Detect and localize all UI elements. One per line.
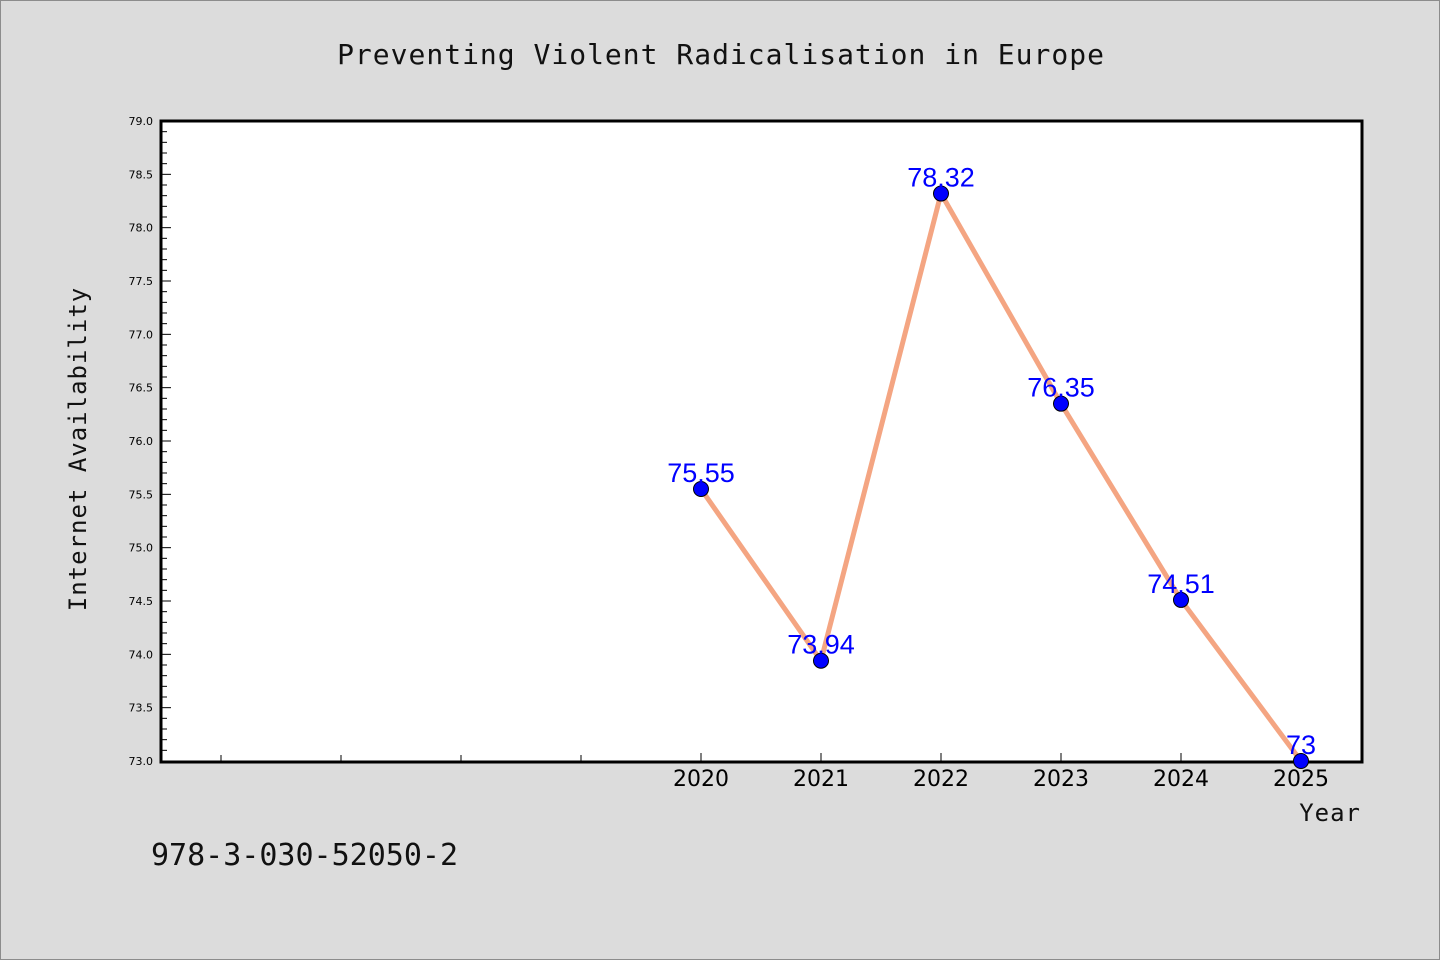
data-point (933, 185, 949, 202)
data-label: 74.51 (1147, 569, 1215, 599)
x-tick-label: 2025 (1273, 767, 1329, 792)
y-tick-label: 77.0 (129, 328, 154, 341)
y-tick-label: 78.5 (129, 168, 154, 181)
data-label: 76.35 (1027, 373, 1095, 403)
y-tick-label: 79.0 (129, 115, 154, 128)
y-axis-ticks: 73.0 73.5 74.0 74.5 75.0 75.5 76.0 76.5 77.0 77.5… (129, 115, 171, 768)
y-tick-label: 78.0 (129, 222, 154, 235)
y-tick-label: 76.5 (129, 382, 154, 395)
y-tick-label: 73.0 (129, 755, 154, 768)
y-tick-label: 75.0 (129, 542, 154, 555)
x-tick-label: 2021 (793, 767, 849, 792)
y-tick-label: 73.5 (129, 702, 154, 715)
y-tick-label: 74.5 (129, 595, 154, 608)
y-tick-label: 76.0 (129, 435, 154, 448)
y-tick-label: 77.5 (129, 275, 154, 288)
x-axis-ticks: 2020 2021 2022 2023 2024 2025 (220, 753, 1329, 792)
x-axis-title: Year (1299, 799, 1361, 827)
y-axis-title: Internet Availability (64, 287, 92, 611)
data-label: 73.94 (787, 630, 855, 660)
x-tick-label: 2023 (1033, 767, 1089, 792)
plot-area (159, 119, 1364, 764)
data-label: 73 (1286, 730, 1316, 760)
data-labels: 75.55 73.94 78.32 76.35 74.51 73 (667, 163, 1316, 760)
series-line (698, 191, 1304, 763)
chart-title: Preventing Violent Radicalisation in Eur… (337, 38, 1105, 71)
isbn-footer: 978-3-030-52050-2 (151, 838, 458, 873)
data-label: 78.32 (907, 163, 975, 193)
x-tick-label: 2020 (673, 767, 729, 792)
data-label: 75.55 (667, 458, 735, 488)
data-point (693, 481, 709, 497)
x-tick-label: 2022 (913, 767, 969, 792)
y-tick-label: 74.0 (129, 648, 154, 661)
data-point (1293, 753, 1309, 769)
data-point (1173, 591, 1189, 608)
x-tick-label: 2024 (1153, 767, 1209, 792)
data-point (1053, 395, 1069, 412)
y-tick-label: 75.5 (129, 488, 154, 501)
series-layer (693, 185, 1309, 769)
data-point (813, 652, 829, 669)
